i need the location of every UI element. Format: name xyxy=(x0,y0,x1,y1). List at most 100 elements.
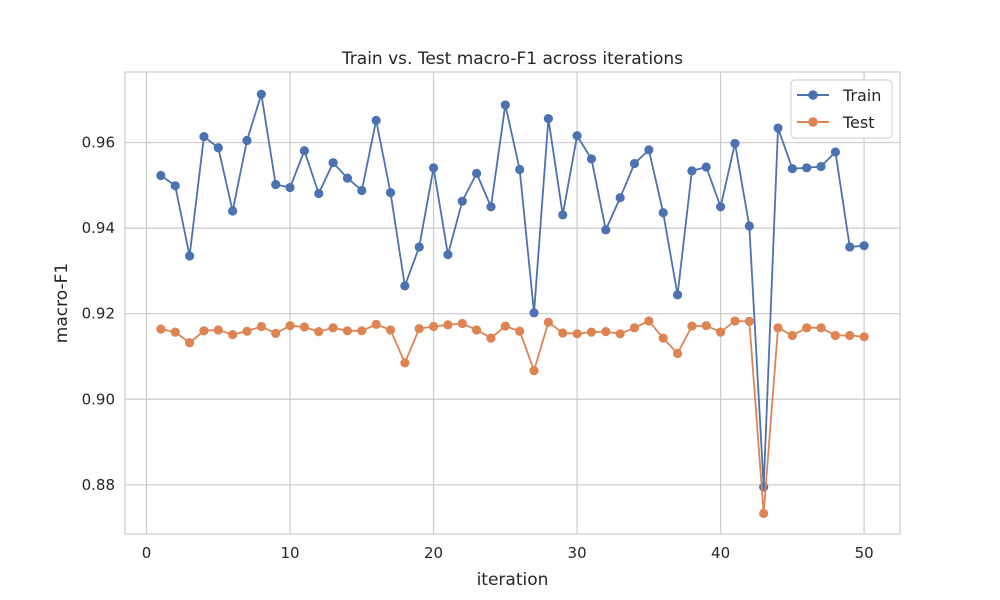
train-data-point xyxy=(228,206,238,216)
legend: Train Test xyxy=(790,79,893,139)
test-data-point xyxy=(672,348,683,359)
train-data-point xyxy=(385,188,396,198)
test-data-point xyxy=(759,508,769,519)
test-data-point xyxy=(701,321,711,331)
train-data-point xyxy=(730,138,740,149)
train-data-point xyxy=(500,100,510,110)
test-data-point xyxy=(658,333,668,343)
test-data-point xyxy=(629,323,640,333)
y-tick-label: 0.88 xyxy=(82,476,115,494)
test-data-point xyxy=(558,328,568,338)
test-data-point xyxy=(271,328,281,338)
train-data-point xyxy=(529,308,539,318)
train-data-point xyxy=(400,281,410,291)
test-data-point xyxy=(170,327,180,337)
test-data-point xyxy=(830,330,841,341)
test-data-point xyxy=(730,316,740,326)
train-data-point xyxy=(285,182,295,193)
test-data-point xyxy=(644,316,654,326)
test-data-point xyxy=(184,338,195,348)
train-data-point xyxy=(644,145,654,155)
test-data-point xyxy=(314,327,324,337)
series-layer xyxy=(156,89,869,519)
test-data-point xyxy=(428,321,439,332)
train-data-point xyxy=(443,250,453,260)
test-data-point xyxy=(414,324,424,334)
legend-train-marker xyxy=(808,90,818,100)
train-data-point xyxy=(773,123,783,133)
train-data-point xyxy=(213,143,223,153)
y-tick-label: 0.90 xyxy=(82,390,115,408)
test-data-point xyxy=(859,332,869,342)
train-data-point xyxy=(802,163,812,173)
train-data-point xyxy=(586,154,597,164)
test-data-point xyxy=(371,319,381,329)
test-data-point xyxy=(529,365,539,376)
test-data-point xyxy=(242,326,252,336)
test-data-point xyxy=(256,321,266,332)
x-tick-label: 20 xyxy=(424,544,443,562)
train-data-point xyxy=(615,193,625,203)
train-data-point xyxy=(457,196,467,206)
test-data-point xyxy=(586,327,597,337)
train-data-point xyxy=(170,181,180,191)
test-data-point xyxy=(615,329,625,339)
test-data-point xyxy=(299,322,309,332)
test-data-point xyxy=(199,326,209,336)
train-data-point xyxy=(629,158,640,169)
test-data-point xyxy=(385,325,396,335)
grid xyxy=(125,72,900,534)
train-data-point xyxy=(199,131,209,142)
test-data-point xyxy=(342,326,353,336)
train-data-point xyxy=(687,166,697,176)
test-data-point xyxy=(744,316,754,326)
train-data-point xyxy=(816,161,826,172)
test-data-point xyxy=(802,323,812,333)
train-data-point xyxy=(486,202,496,212)
train-data-point xyxy=(184,251,195,261)
train-data-point xyxy=(845,242,855,252)
train-data-point xyxy=(830,147,841,157)
test-data-point xyxy=(457,318,467,329)
train-data-point xyxy=(601,225,611,235)
train-data-point xyxy=(357,185,367,196)
test-data-point xyxy=(500,321,510,331)
train-data-point xyxy=(701,162,711,172)
test-data-point xyxy=(572,329,582,339)
x-tick-label: 0 xyxy=(142,544,152,562)
train-data-point xyxy=(515,164,525,175)
test-data-point xyxy=(486,333,496,343)
train-data-point xyxy=(299,146,309,156)
x-tick-label: 10 xyxy=(280,544,299,562)
x-tick-label: 30 xyxy=(568,544,587,562)
test-data-point xyxy=(787,330,797,341)
train-data-point xyxy=(859,241,869,251)
chart-title: Train vs. Test macro-F1 across iteration… xyxy=(341,49,683,69)
test-data-point xyxy=(472,325,482,335)
train-data-point xyxy=(472,168,482,178)
test-data-point xyxy=(285,321,295,331)
train-data-point xyxy=(543,114,553,124)
test-data-point xyxy=(357,326,367,336)
legend-test-label: Test xyxy=(842,113,875,132)
train-data-point xyxy=(256,89,266,99)
train-data-point xyxy=(672,290,683,300)
x-tick-label: 40 xyxy=(711,544,730,562)
test-data-point xyxy=(156,324,166,334)
train-data-point xyxy=(414,242,424,252)
test-data-point xyxy=(845,330,855,341)
test-data-point xyxy=(687,321,697,331)
x-axis-ticks: 0 10 20 30 40 50 xyxy=(142,544,874,562)
train-data-point xyxy=(156,170,166,181)
test-data-point xyxy=(443,320,453,330)
train-data-point xyxy=(342,173,353,183)
y-tick-label: 0.96 xyxy=(82,134,115,152)
y-axis-label: macro-F1 xyxy=(52,263,72,343)
plot-frame xyxy=(124,71,901,535)
legend-train-label: Train xyxy=(842,86,881,105)
train-data-point xyxy=(658,208,668,218)
test-data-point xyxy=(543,317,553,327)
test-data-point xyxy=(816,323,826,333)
train-data-point xyxy=(572,131,582,141)
